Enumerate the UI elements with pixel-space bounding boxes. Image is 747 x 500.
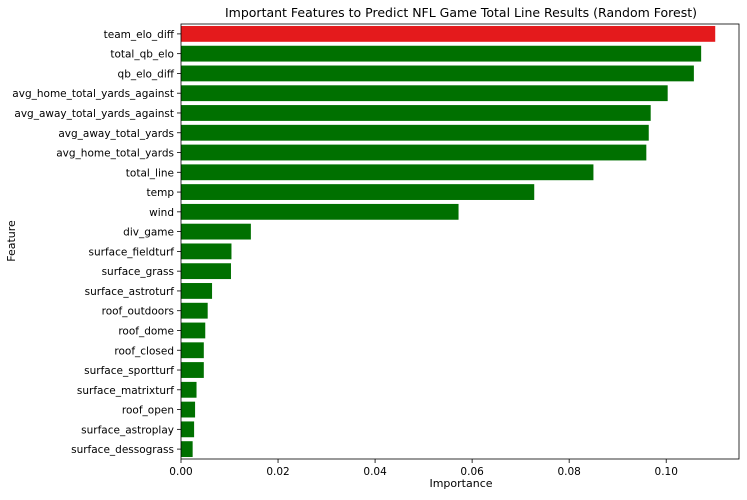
bar-wind bbox=[181, 203, 459, 220]
y-tick-label: qb_elo_diff bbox=[118, 68, 175, 80]
y-tick-label: avg_home_total_yards_against bbox=[12, 88, 174, 100]
y-tick-label: team_elo_diff bbox=[104, 29, 175, 41]
bar-roof-outdoors bbox=[181, 302, 208, 319]
bar-avg-home-total-yards bbox=[181, 144, 647, 161]
bar-surface-astroturf bbox=[181, 283, 213, 299]
y-tick-label: roof_open bbox=[122, 405, 174, 417]
bar-surface-grass bbox=[181, 263, 231, 280]
bar-surface-dessograss bbox=[181, 441, 193, 458]
x-tick-label: 0.08 bbox=[557, 466, 580, 478]
x-tick-label: 0.10 bbox=[655, 466, 678, 478]
y-tick-label: wind bbox=[149, 207, 174, 219]
y-tick-label: avg_home_total_yards bbox=[56, 148, 174, 160]
x-axis-label: Importance bbox=[429, 477, 492, 490]
bar-avg-away-total-yards bbox=[181, 124, 649, 141]
x-ticks: 0.00 0.02 0.04 0.06 0.08 0.10 bbox=[169, 459, 678, 478]
x-tick-label: 0.02 bbox=[266, 466, 289, 478]
y-tick-label: surface_sportturf bbox=[84, 365, 174, 377]
y-tick-label: surface_fieldturf bbox=[89, 246, 175, 258]
bar-total-qb-elo bbox=[181, 45, 702, 62]
y-tick-label: surface_astroplay bbox=[81, 424, 174, 436]
chart-title: Important Features to Predict NFL Game T… bbox=[225, 5, 697, 20]
plot-frame bbox=[180, 23, 740, 460]
bar-roof-dome bbox=[181, 322, 206, 339]
y-tick-label: roof_dome bbox=[118, 325, 174, 337]
y-tick-label: total_line bbox=[126, 167, 174, 179]
y-tick-label: roof_closed bbox=[114, 345, 174, 357]
bars-group bbox=[181, 25, 716, 458]
x-tick-label: 0.06 bbox=[460, 466, 484, 478]
bar-surface-matrixturf bbox=[181, 381, 197, 398]
y-tick-label: surface_astroturf bbox=[85, 286, 175, 298]
y-tick-label: avg_away_total_yards_against bbox=[14, 108, 174, 120]
x-tick-label: 0.04 bbox=[363, 466, 387, 478]
bar-qb-elo-diff bbox=[181, 65, 694, 82]
bar-div-game bbox=[181, 223, 251, 240]
x-tick-label: 0.00 bbox=[169, 466, 192, 478]
y-tick-label: total_qb_elo bbox=[110, 49, 174, 61]
y-tick-label: surface_matrixturf bbox=[77, 385, 174, 397]
bar-surface-astroplay bbox=[181, 421, 195, 438]
bar-team-elo-diff bbox=[181, 25, 716, 42]
bar-surface-fieldturf bbox=[181, 243, 232, 260]
bar-roof-closed bbox=[181, 342, 204, 359]
y-tick-label: roof_outdoors bbox=[102, 306, 174, 318]
y-axis-label: Feature bbox=[5, 220, 18, 262]
y-tick-label: temp bbox=[147, 187, 175, 199]
y-tick-label: avg_away_total_yards bbox=[58, 128, 174, 140]
y-tick-label: div_game bbox=[123, 227, 174, 239]
bar-avg-home-total-yards-against bbox=[181, 85, 668, 102]
y-tick-label: surface_grass bbox=[102, 266, 174, 278]
bar-avg-away-total-yards-against bbox=[181, 105, 651, 121]
bar-roof-open bbox=[181, 401, 196, 418]
y-tick-labels: team_elo_diff total_qb_elo qb_elo_diff avg_… bbox=[12, 29, 181, 456]
bar-surface-sportturf bbox=[181, 362, 204, 378]
y-tick-label: surface_dessograss bbox=[71, 444, 174, 456]
bar-total-line bbox=[181, 164, 594, 181]
bar-temp bbox=[181, 184, 535, 200]
